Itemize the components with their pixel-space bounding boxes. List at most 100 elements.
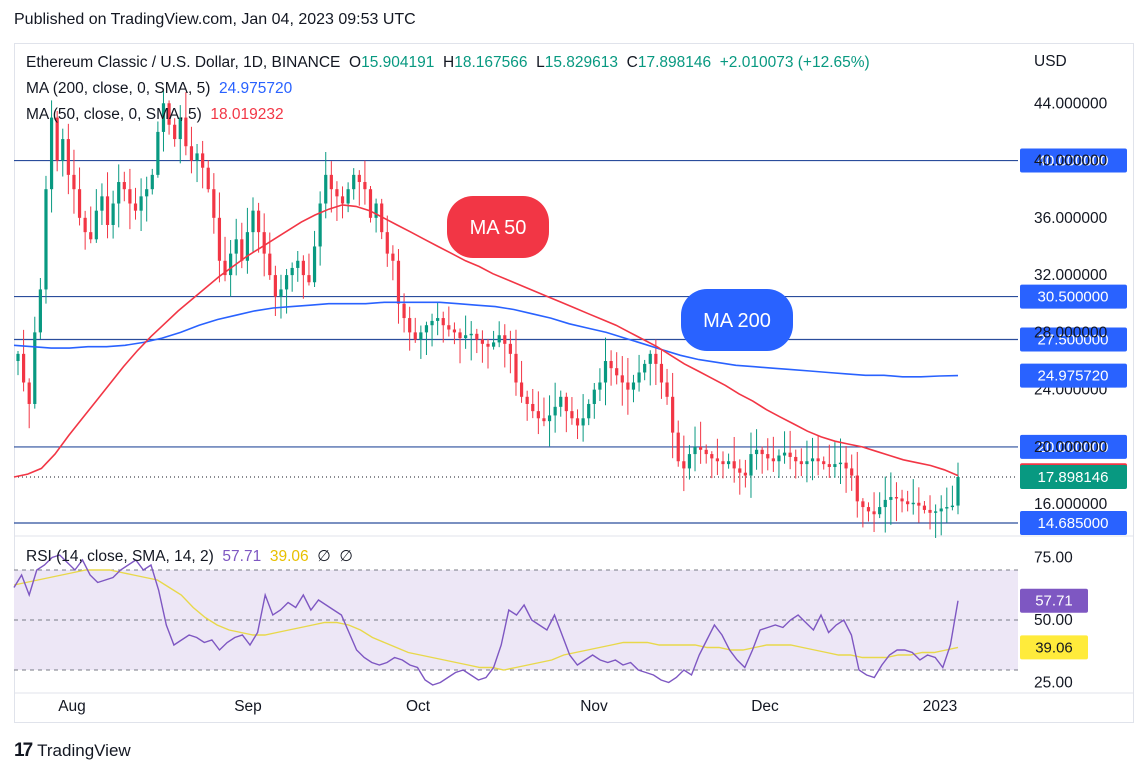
candle-body[interactable] bbox=[374, 203, 378, 218]
candle-body[interactable] bbox=[346, 189, 350, 204]
candle-body[interactable] bbox=[55, 117, 59, 161]
candle-body[interactable] bbox=[145, 189, 149, 197]
candle-body[interactable] bbox=[838, 462, 843, 465]
candle-body[interactable] bbox=[609, 361, 613, 369]
candle-body[interactable] bbox=[738, 468, 742, 473]
candle-body[interactable] bbox=[531, 403, 535, 412]
candle-body[interactable] bbox=[503, 335, 507, 344]
candle-body[interactable] bbox=[950, 505, 955, 508]
candle-body[interactable] bbox=[866, 507, 871, 512]
candle-body[interactable] bbox=[413, 332, 417, 340]
candle-body[interactable] bbox=[290, 267, 294, 276]
candle-body[interactable] bbox=[89, 232, 93, 240]
candle-body[interactable] bbox=[458, 332, 462, 339]
candle-body[interactable] bbox=[324, 174, 328, 204]
candle-body[interactable] bbox=[201, 153, 205, 168]
candle-body[interactable] bbox=[671, 396, 675, 433]
candle-body[interactable] bbox=[900, 498, 904, 502]
candle-body[interactable] bbox=[161, 103, 166, 132]
candle-body[interactable] bbox=[430, 320, 434, 326]
candle-body[interactable] bbox=[603, 361, 608, 383]
candle-body[interactable] bbox=[16, 353, 20, 362]
candle-body[interactable] bbox=[139, 196, 143, 211]
candle-body[interactable] bbox=[229, 253, 233, 276]
candle-body[interactable] bbox=[184, 117, 188, 147]
annotation-bubble[interactable] bbox=[447, 196, 549, 258]
candle-body[interactable] bbox=[850, 468, 854, 476]
candle-body[interactable] bbox=[754, 449, 759, 455]
candle-body[interactable] bbox=[167, 103, 171, 125]
ma50-line[interactable] bbox=[13, 204, 959, 478]
candle-body[interactable] bbox=[497, 335, 501, 343]
candle-body[interactable] bbox=[38, 289, 42, 333]
candle-body[interactable] bbox=[771, 458, 775, 462]
candle-body[interactable] bbox=[956, 476, 960, 506]
candle-body[interactable] bbox=[883, 499, 887, 508]
candle-body[interactable] bbox=[934, 511, 938, 513]
candle-body[interactable] bbox=[598, 382, 602, 390]
candle-body[interactable] bbox=[715, 458, 720, 462]
candle-body[interactable] bbox=[592, 389, 596, 404]
candle-body[interactable] bbox=[760, 449, 764, 455]
candle-body[interactable] bbox=[816, 458, 820, 462]
candle-body[interactable] bbox=[855, 475, 859, 502]
candle-body[interactable] bbox=[654, 353, 658, 364]
candle-body[interactable] bbox=[408, 318, 412, 333]
candle-body[interactable] bbox=[189, 146, 194, 161]
rsi-legend[interactable]: RSI (14, close, SMA, 14, 2) 57.71 39.06 … bbox=[26, 547, 353, 566]
candle-body[interactable] bbox=[648, 353, 652, 364]
candle-body[interactable] bbox=[643, 363, 647, 373]
candle-body[interactable] bbox=[301, 260, 305, 276]
candle-body[interactable] bbox=[665, 382, 669, 397]
candle-body[interactable] bbox=[251, 210, 255, 233]
candle-body[interactable] bbox=[525, 396, 529, 404]
candle-body[interactable] bbox=[21, 353, 26, 383]
candle-body[interactable] bbox=[782, 452, 787, 456]
candle-body[interactable] bbox=[128, 189, 132, 204]
candle-body[interactable] bbox=[156, 131, 160, 175]
candle-body[interactable] bbox=[245, 232, 250, 261]
candle-body[interactable] bbox=[122, 182, 126, 190]
candle-body[interactable] bbox=[777, 455, 781, 462]
candle-body[interactable] bbox=[380, 203, 384, 233]
candle-body[interactable] bbox=[491, 342, 496, 347]
candle-body[interactable] bbox=[861, 501, 865, 508]
candle-body[interactable] bbox=[464, 335, 468, 339]
candle-body[interactable] bbox=[357, 174, 361, 183]
candle-body[interactable] bbox=[620, 375, 624, 383]
candle-body[interactable] bbox=[553, 406, 557, 416]
candle-body[interactable] bbox=[262, 232, 266, 254]
candle-body[interactable] bbox=[284, 275, 289, 290]
candle-body[interactable] bbox=[581, 418, 585, 426]
candle-body[interactable] bbox=[626, 382, 630, 390]
candle-body[interactable] bbox=[631, 382, 636, 390]
candle-body[interactable] bbox=[659, 363, 664, 383]
candle-body[interactable] bbox=[340, 196, 345, 204]
candle-body[interactable] bbox=[682, 461, 686, 469]
candle-body[interactable] bbox=[637, 372, 641, 383]
candle-body[interactable] bbox=[100, 196, 104, 211]
candle-body[interactable] bbox=[94, 210, 98, 240]
candle-body[interactable] bbox=[587, 403, 591, 419]
candle-body[interactable] bbox=[268, 253, 272, 276]
candle-body[interactable] bbox=[223, 260, 227, 276]
candle-body[interactable] bbox=[794, 456, 798, 462]
candle-body[interactable] bbox=[536, 411, 540, 419]
candle-body[interactable] bbox=[117, 182, 121, 204]
candle-body[interactable] bbox=[296, 260, 300, 268]
candle-body[interactable] bbox=[206, 167, 210, 190]
candle-body[interactable] bbox=[799, 461, 803, 465]
candle-body[interactable] bbox=[385, 232, 389, 254]
candle-body[interactable] bbox=[894, 497, 899, 499]
candle-body[interactable] bbox=[508, 343, 512, 354]
candle-body[interactable] bbox=[452, 329, 457, 333]
candle-body[interactable] bbox=[575, 418, 580, 426]
candle-body[interactable] bbox=[240, 239, 244, 261]
candle-body[interactable] bbox=[922, 505, 927, 510]
candle-body[interactable] bbox=[917, 502, 921, 506]
candle-body[interactable] bbox=[212, 189, 216, 218]
candle-body[interactable] bbox=[906, 501, 910, 505]
candle-body[interactable] bbox=[833, 464, 837, 467]
candle-body[interactable] bbox=[329, 174, 333, 190]
